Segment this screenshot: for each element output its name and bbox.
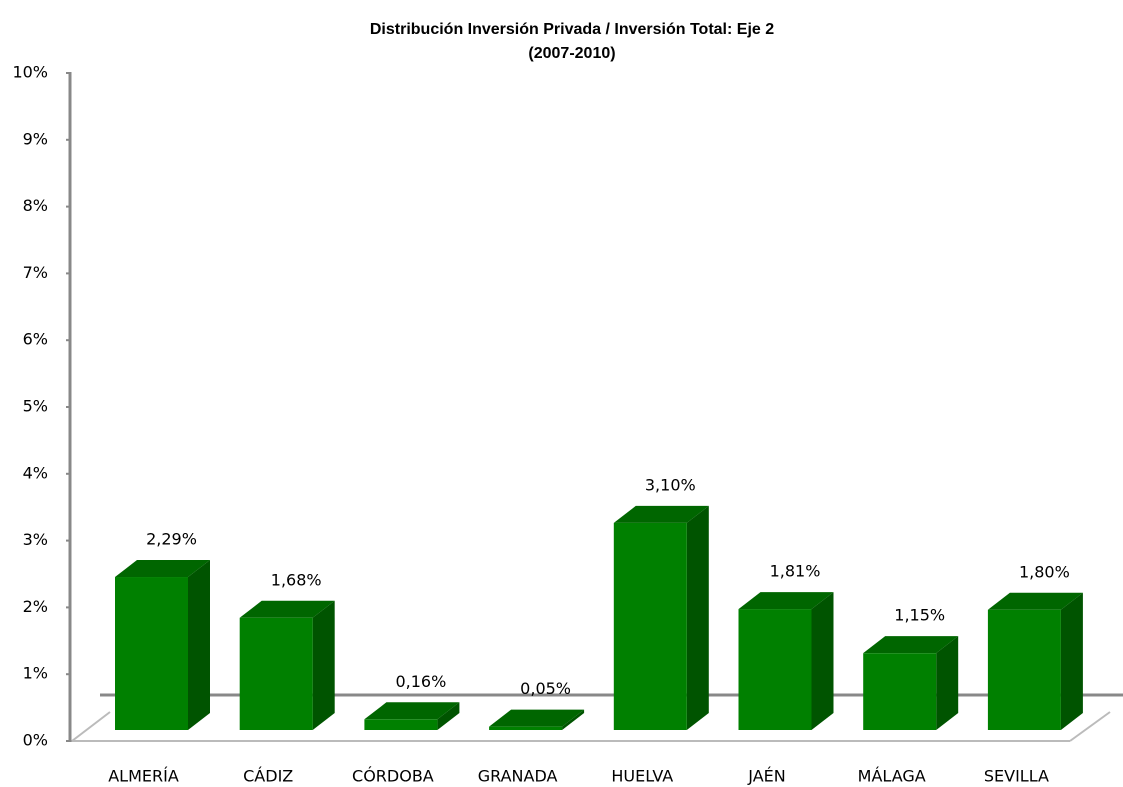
- bar-side: [312, 600, 335, 730]
- bar-front: [738, 609, 812, 730]
- data-label: 1,68%: [271, 570, 322, 589]
- data-label: 1,81%: [770, 562, 821, 581]
- floor-edge: [71, 711, 111, 742]
- bar-front: [863, 653, 937, 730]
- bar-top: [613, 505, 709, 523]
- y-tick-label: 5%: [23, 397, 48, 416]
- bar-front: [364, 719, 438, 730]
- bar-top: [987, 592, 1083, 610]
- x-tick-label: SEVILLA: [984, 767, 1049, 786]
- bar: [863, 636, 959, 730]
- y-tick-label: 0%: [23, 731, 48, 750]
- bar: [738, 592, 834, 730]
- data-label: 1,80%: [1019, 562, 1070, 581]
- bar: [364, 702, 460, 730]
- y-tick-label: 3%: [23, 530, 48, 549]
- bar-top: [738, 592, 834, 610]
- y-tick-label: 4%: [23, 463, 48, 482]
- y-tick-label: 7%: [23, 263, 48, 282]
- floor-edge: [1069, 711, 1111, 742]
- bar: [987, 592, 1083, 730]
- bar-side: [188, 560, 210, 730]
- bar-side: [1060, 592, 1083, 730]
- chart-title: Distribución Inversión Privada / Inversi…: [370, 21, 774, 38]
- y-tick-label: 6%: [23, 330, 48, 349]
- x-tick-label: JAÉN: [747, 767, 785, 786]
- x-tick-label: HUELVA: [611, 767, 673, 786]
- bar-side: [811, 592, 834, 730]
- bar-front: [987, 609, 1061, 730]
- x-tick-label: GRANADA: [478, 767, 558, 786]
- bar-side: [437, 702, 460, 730]
- data-label: 0,16%: [395, 672, 446, 691]
- bar-front: [115, 577, 188, 730]
- bar-top: [489, 709, 585, 727]
- y-tick-label: 10%: [12, 63, 48, 82]
- bar: [613, 505, 709, 730]
- bar-side: [936, 636, 959, 730]
- bar-top: [364, 702, 460, 720]
- x-tick-label: CÁDIZ: [243, 767, 293, 786]
- data-label: 3,10%: [645, 475, 696, 494]
- y-tick-label: 1%: [23, 664, 48, 683]
- x-tick-label: ALMERÍA: [108, 767, 179, 786]
- bar-side: [562, 709, 585, 730]
- bar: [239, 600, 335, 730]
- bar: [115, 560, 210, 730]
- bar-front: [489, 726, 563, 730]
- bar-top: [239, 600, 335, 618]
- data-label: 2,29%: [146, 530, 197, 549]
- y-tick-label: 9%: [23, 129, 48, 148]
- bar-front: [613, 522, 687, 730]
- bar-top: [115, 560, 210, 578]
- data-label: 1,15%: [894, 606, 945, 625]
- x-tick-label: MÁLAGA: [858, 767, 926, 786]
- bar: [489, 709, 585, 730]
- bar-top: [863, 636, 959, 654]
- chart-subtitle: (2007-2010): [528, 45, 615, 62]
- y-tick-label: 8%: [23, 196, 48, 215]
- y-tick-label: 2%: [23, 597, 48, 616]
- data-label: 0,05%: [520, 679, 571, 698]
- bar-front: [239, 617, 313, 730]
- bar-side: [686, 505, 709, 730]
- x-tick-label: CÓRDOBA: [352, 767, 434, 786]
